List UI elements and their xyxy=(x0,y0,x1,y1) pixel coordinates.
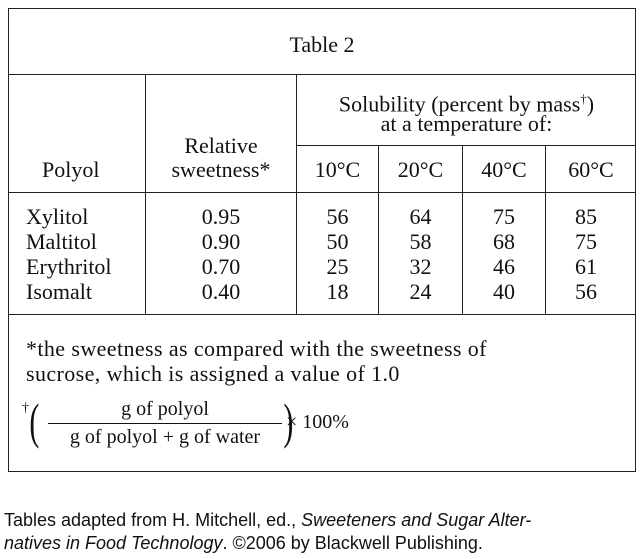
header-polyol: Polyol xyxy=(42,157,100,182)
column-10c: 56 50 25 18 xyxy=(297,204,378,304)
rule-below-data xyxy=(8,314,636,315)
formula-right-paren: ) xyxy=(283,393,294,449)
table-cell: Maltitol xyxy=(26,229,97,254)
table-cell: 46 xyxy=(493,254,515,279)
table-cell: 0.70 xyxy=(201,254,241,279)
table-cell: 85 xyxy=(575,204,597,229)
formula-left-paren: ( xyxy=(29,393,40,449)
formula-denominator: g of polyol + g of water xyxy=(69,426,261,448)
rule-col-sweetness xyxy=(296,75,297,315)
table-cell: Isomalt xyxy=(26,279,92,304)
rule-below-column-headers xyxy=(8,192,636,193)
rule-col-10c xyxy=(378,146,379,315)
source-caption: Tables adapted from H. Mitchell, ed., Sw… xyxy=(4,509,640,555)
table-cell: 75 xyxy=(575,229,597,254)
header-relative-line2: sweetness* xyxy=(171,157,271,182)
table-cell: 58 xyxy=(409,229,432,254)
footnote-line-1: *the sweetness as compared with the swee… xyxy=(26,336,487,361)
table-cell: 0.40 xyxy=(201,279,241,304)
rule-col-polyol xyxy=(145,75,146,315)
table-cell: 56 xyxy=(326,204,349,229)
table-cell: 68 xyxy=(493,229,515,254)
header-temp-40c: 40°C xyxy=(481,157,527,182)
caption-book-title-part2: natives in Food Technology xyxy=(4,533,223,553)
column-polyol-names: Xylitol Maltitol Erythritol Isomalt xyxy=(26,204,112,304)
formula-dagger: † xyxy=(22,401,29,416)
header-temp-60c: 60°C xyxy=(568,157,614,182)
caption-book-title-part1: Sweeteners and Sugar Alter- xyxy=(301,510,532,530)
caption-prefix: Tables adapted from H. Mitchell, ed., xyxy=(4,510,302,530)
header-relative-line1: Relative xyxy=(184,133,258,158)
fraction-bar xyxy=(48,423,282,424)
column-relative-sweetness: 0.95 0.90 0.70 0.40 xyxy=(146,204,296,304)
solubility-close-paren: ) xyxy=(586,91,595,117)
footnote-line-2: sucrose, which is assigned a value of 1.… xyxy=(26,361,400,386)
solubility-dagger: † xyxy=(580,91,587,106)
caption-suffix: . ©2006 by Blackwell Publishing. xyxy=(222,533,483,553)
table-cell: 32 xyxy=(409,254,432,279)
formula-multiplier: × 100% xyxy=(286,411,349,433)
table-cell: 75 xyxy=(493,204,515,229)
rule-below-solubility-header xyxy=(296,145,636,146)
formula-numerator: g of polyol xyxy=(121,398,209,420)
table-cell: Erythritol xyxy=(26,254,112,279)
rule-col-40c xyxy=(545,146,546,315)
table-cell: 50 xyxy=(326,229,349,254)
table-cell: Xylitol xyxy=(26,204,89,229)
sweetness-footnote: *the sweetness as compared with the swee… xyxy=(26,336,626,386)
table-frame xyxy=(8,8,636,472)
column-40c: 75 68 46 40 xyxy=(463,204,545,304)
column-60c: 85 75 61 56 xyxy=(546,204,626,304)
table-cell: 25 xyxy=(326,254,349,279)
rule-col-20c xyxy=(462,146,463,315)
table-title: Table 2 xyxy=(289,32,355,57)
header-solubility-line1: Solubility (percent by mass†) xyxy=(297,86,636,116)
header-temp-10c: 10°C xyxy=(314,157,361,182)
table-cell: 18 xyxy=(326,279,349,304)
table-cell: 0.90 xyxy=(201,229,241,254)
solubility-label: Solubility (percent by mass xyxy=(338,91,581,117)
table-cell: 40 xyxy=(493,279,515,304)
table-cell: 61 xyxy=(575,254,597,279)
formula-fraction: g of polyol g of polyol + g of water xyxy=(44,397,286,450)
column-20c: 64 58 32 24 xyxy=(379,204,462,304)
table-cell: 0.95 xyxy=(201,204,241,229)
header-solubility-line2: at a temperature of: xyxy=(380,111,553,136)
table-cell: 64 xyxy=(409,204,432,229)
rule-below-title xyxy=(8,74,636,75)
table-cell: 24 xyxy=(409,279,432,304)
table-cell: 56 xyxy=(575,279,597,304)
header-temp-20c: 20°C xyxy=(397,157,444,182)
